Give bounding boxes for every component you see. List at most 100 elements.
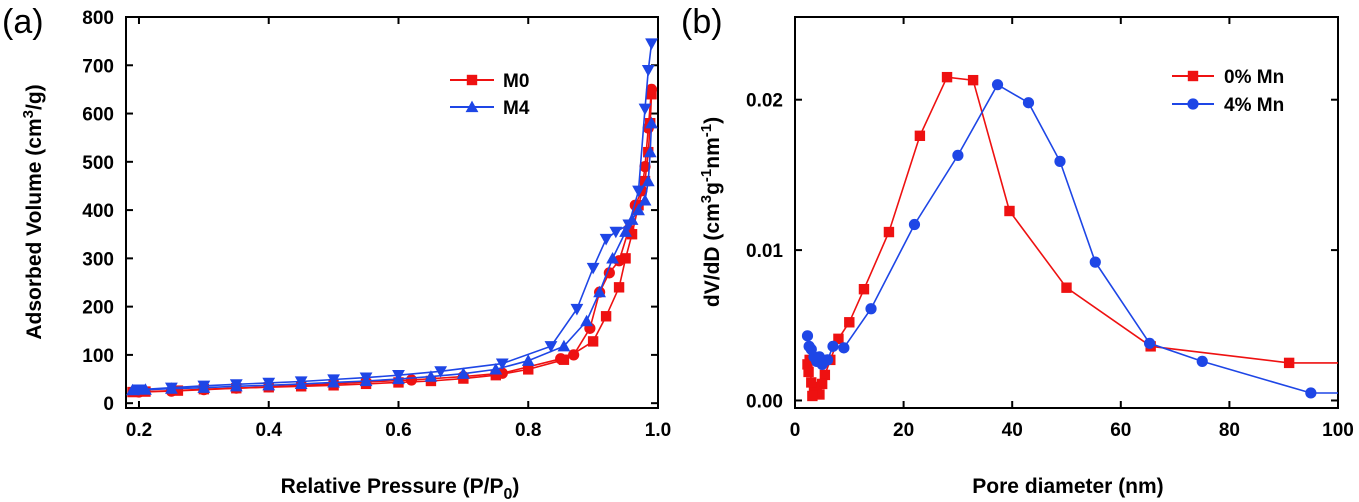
panel-a-x-tick-label: 0.2: [126, 420, 152, 441]
legend-0pct-mn-symbol: [1187, 70, 1199, 82]
panel-a-x-tick-label: 0.8: [515, 420, 541, 441]
series-0pct-mn-point: [816, 378, 828, 390]
series-m4-desorption-point: [262, 377, 276, 390]
series-m4-desorption-point: [327, 374, 341, 386]
legend-4pct-mn-marker: [1187, 98, 1199, 110]
series-0pct-mn-point: [806, 377, 817, 388]
panel-b-x-axis-title: Pore diameter (nm): [972, 475, 1163, 498]
series-m4-desorption-point: [622, 219, 636, 231]
panel-a-x-axis-title: Relative Pressure (P/P0): [281, 475, 520, 502]
series-0pct-mn-point: [883, 226, 895, 238]
panel-a-xlabel-tail: ): [512, 475, 519, 498]
series-m4-desorption-point: [132, 384, 146, 397]
legend-m4-label: M4: [503, 98, 530, 119]
series-0pct-mn-point: [858, 283, 870, 295]
panel-a-y-tick-label: 700: [82, 56, 114, 77]
series-m4-adsorption-point: [489, 362, 503, 375]
series-4pct-mn-point: [803, 340, 815, 352]
series-m4-desorption-point: [434, 366, 448, 378]
panel-a-y-tick-label: 600: [82, 105, 114, 126]
series-m0-adsorption-point: [490, 369, 502, 381]
legend-m0-label: M0: [503, 71, 529, 92]
series-m4-desorption-point: [197, 380, 211, 393]
series-m4-desorption-point: [645, 38, 658, 50]
series-m0-adsorption-line: [132, 94, 653, 393]
series-m4-desorption-point: [609, 226, 623, 239]
series-0pct-mn-point: [1061, 282, 1072, 293]
series-m0-desorption-point: [645, 83, 658, 96]
series-m0-desorption-point: [405, 374, 418, 386]
series-m4-adsorption-point: [580, 314, 594, 327]
series-m4-desorption-point: [392, 370, 405, 382]
series-4pct-mn-point: [908, 218, 921, 231]
legend-4pct-mn-label: 4% Mn: [1224, 95, 1284, 116]
series-0pct-mn-point: [1283, 357, 1295, 369]
legend-0pct-mn-marker: [1187, 70, 1199, 82]
series-m4-desorption-point: [586, 262, 600, 275]
panel-a-x-tick-label: 0.4: [256, 420, 283, 441]
series-0pct-mn-point: [833, 333, 844, 345]
series-m0-adsorption-point: [626, 229, 638, 240]
series-4pct-mn-line: [806, 83, 1338, 394]
series-4pct-mn-point: [991, 79, 1004, 91]
series-4pct-mn-point: [1089, 256, 1101, 268]
panel-a-xlabel-main: Relative Pressure (P/P: [281, 475, 504, 498]
panel-b-y-axis-title: dV/dD (cm3g-1nm-1): [698, 117, 724, 307]
series-0pct-mn-point: [967, 74, 979, 86]
panel-a-label: (a): [2, 3, 44, 41]
series-m4-adsorption-point: [645, 116, 658, 129]
panel-a-y-tick-label: 800: [82, 8, 114, 29]
panel-b-x-tick-label: 60: [1110, 420, 1131, 441]
panel-b-y-tick-label: 0.00: [746, 391, 783, 412]
series-0pct-mn-point: [914, 130, 926, 142]
series-m4-desorption-point: [641, 64, 655, 77]
legend-0pct-mn-label: 0% Mn: [1224, 67, 1284, 88]
series-4pct-mn-point: [1196, 355, 1208, 367]
series-0pct-mn-point: [1004, 205, 1015, 217]
panel-b-label: (b): [681, 3, 723, 41]
panel-a-ylabel-main: Adsorbed Volume (cm: [23, 118, 46, 339]
legend-m0-symbol: [466, 74, 478, 86]
panel-b-x-tick-label: 80: [1219, 420, 1240, 441]
panel-a-plot-area: [126, 38, 658, 398]
panel-b-ylabel-tail: ): [701, 117, 724, 124]
series-4pct-mn-point: [952, 149, 964, 161]
panel-a-y-tick-label: 400: [82, 201, 114, 222]
series-m4-adsorption-point: [126, 383, 139, 396]
series-m0-desorption-point: [639, 161, 651, 173]
panel-a-x-tick-label: 0.6: [385, 420, 411, 441]
panel-b-x-tick-label: 20: [893, 420, 914, 441]
panel-b-x-tick-label: 0: [790, 420, 801, 441]
panel-b-x-tick-label: 40: [1002, 420, 1023, 441]
series-4pct-mn-point: [801, 330, 814, 342]
panel-b-y-tick-label: 0.01: [746, 241, 783, 262]
panel-b-frame: [794, 16, 1339, 409]
series-0pct-mn-point: [844, 317, 855, 328]
panel-b-ticks: 0 20 40 60 80 100 0.00 0.01 0.02: [746, 17, 1354, 441]
series-m4-desorption-point: [165, 382, 178, 395]
series-4pct-mn-point: [827, 340, 839, 352]
series-m4-desorption-point: [599, 233, 613, 246]
series-m4-adsorption-point: [557, 339, 571, 352]
panel-b-legend: 0% Mn 4% Mn: [1172, 67, 1284, 116]
panel-a-y-tick-label: 0: [103, 394, 114, 415]
series-m4-desorption-point: [294, 376, 308, 388]
panel-b-plot-area: [801, 71, 1338, 402]
series-m0-adsorption-point: [600, 311, 612, 322]
series-m4-desorption-line: [138, 43, 653, 391]
series-m0-adsorption-point: [523, 364, 534, 375]
series-4pct-mn-point: [1305, 387, 1317, 399]
series-m4-adsorption-point: [638, 194, 652, 206]
panel-b-ylabel-sup2: -1: [698, 169, 715, 182]
panel-a-x-tick-label: 1.0: [645, 420, 671, 441]
series-m4-adsorption-point: [641, 174, 655, 187]
series-m0-desorption-line: [138, 89, 653, 393]
series-m4-adsorption-point: [593, 285, 607, 298]
series-m4-adsorption-point: [619, 225, 632, 237]
series-4pct-mn-point: [1054, 155, 1066, 167]
series-m0-adsorption-point: [613, 282, 625, 293]
series-m4-desorption-point: [632, 185, 645, 198]
series-m4-desorption-point: [638, 103, 652, 116]
legend-m0-marker: [466, 74, 478, 86]
